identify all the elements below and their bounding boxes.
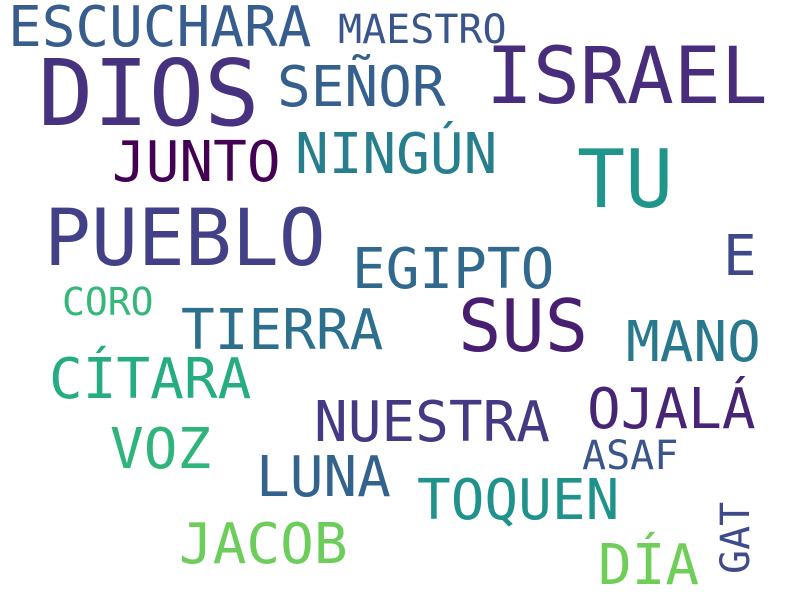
word-maestro: MAESTRO (338, 7, 507, 53)
word-luna: LUNA (256, 445, 391, 510)
word-senor: SEÑOR (277, 55, 446, 120)
word-ojala: OJALÁ (587, 377, 756, 442)
word-dia: DÍA (598, 533, 700, 598)
word-coro: CORO (62, 280, 154, 324)
word-e: E (723, 224, 757, 289)
word-asaf: ASAF (582, 433, 679, 479)
word-gat: GAT (713, 501, 759, 574)
word-sus: SUS (458, 284, 589, 368)
word-egipto: EGIPTO (352, 237, 555, 302)
word-escuchara: ESCUCHARA (8, 0, 312, 60)
word-ningun: NINGÚN (295, 122, 498, 187)
word-tu: TU (577, 133, 674, 226)
word-junto: JUNTO (112, 130, 281, 195)
word-dios: DIOS (38, 40, 260, 147)
word-citara: CÍTARA (49, 347, 252, 412)
word-nuestra: NUESTRA (314, 390, 551, 455)
word-tierra: TIERRA (181, 298, 384, 363)
word-pueblo: PUEBLO (44, 194, 326, 284)
word-mano: MANO (626, 310, 761, 375)
word-toquen: TOQUEN (417, 468, 620, 533)
word-jacob: JACOB (179, 512, 348, 577)
word-voz: VOZ (110, 417, 212, 482)
word-israel: ISRAEL (486, 32, 768, 122)
